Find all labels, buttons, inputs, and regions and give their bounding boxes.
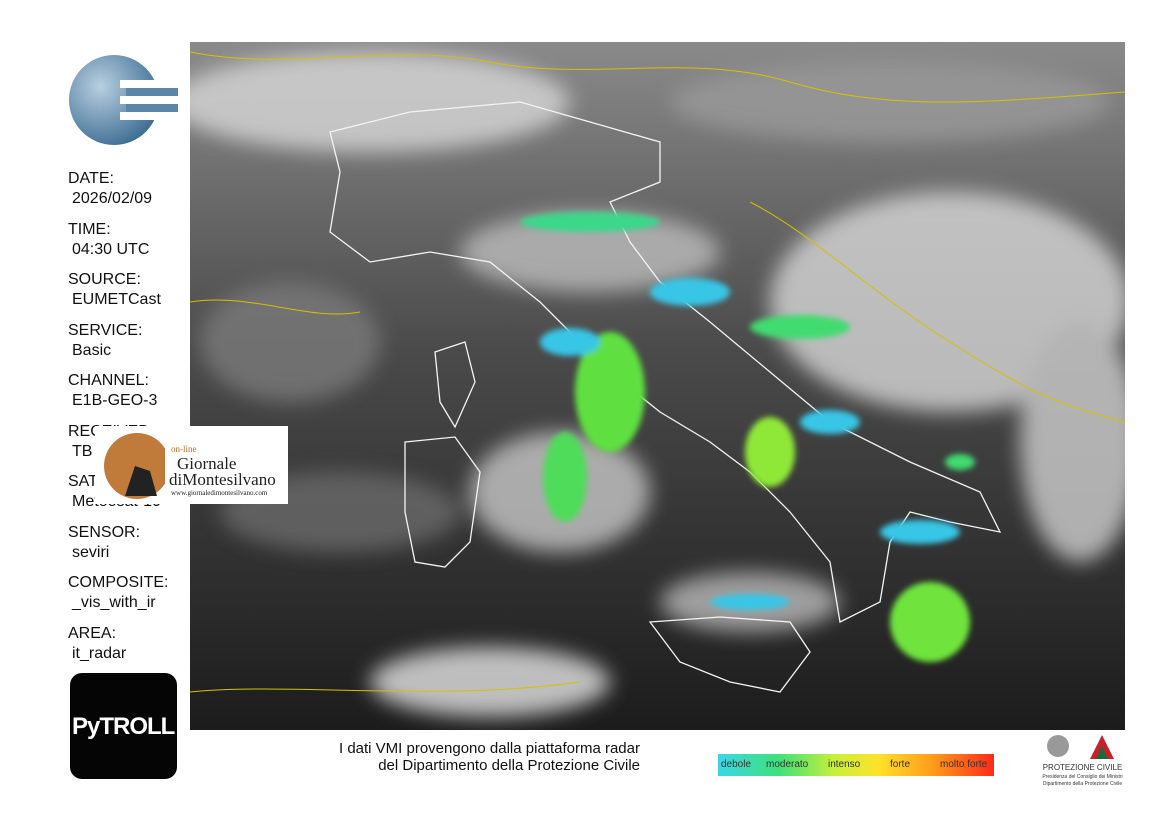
legend-label: molto forte <box>940 759 988 770</box>
eumetsat-logo <box>69 55 190 145</box>
pytroll-logo: PyTROLL <box>70 673 177 779</box>
field-label: SERVICE: <box>68 321 143 339</box>
field-value: it_radar <box>72 644 127 662</box>
field-value: E1B-GEO-3 <box>72 392 158 409</box>
field-label: DATE: <box>68 170 114 187</box>
footer-line: del Dipartimento della Protezione Civile <box>378 757 640 774</box>
watermark-icon <box>104 433 165 499</box>
field-value: TB <box>72 442 93 460</box>
agency-title: PROTEZIONE CIVILE <box>1042 763 1123 772</box>
field-value: 2026/02/09 <box>72 190 153 207</box>
field-label: CHANNEL: <box>68 372 149 389</box>
pytroll-text: PyTROLL <box>72 713 175 740</box>
agency-line1: Presidenza del Consiglio dei Ministri <box>1042 774 1123 780</box>
footer-text: I dati VMI provengono dalla piattaforma … <box>290 740 640 774</box>
field-value: 04:30 UTC <box>72 240 150 258</box>
watermark-url: www.giornaledimontesilvano.com <box>171 489 268 497</box>
field-label: AREA: <box>68 624 117 642</box>
legend-label: intenso <box>828 759 861 770</box>
watermark-tag: on-line <box>171 444 197 454</box>
sidebar: DATE: 2026/02/09 TIME: 04:30 UTC SOURCE: EUME… <box>60 42 190 730</box>
field-value: _vis_with_ir <box>72 594 156 611</box>
legend-label: debole <box>721 759 752 770</box>
watermark-line2: diMontesilvano <box>169 470 276 489</box>
legend: debole moderato intenso forte molto forte <box>718 754 994 776</box>
agency-line2: Dipartimento della Protezione Civile <box>1042 781 1123 787</box>
footer-line: I dati VMI provengono dalla piattaforma … <box>338 740 640 757</box>
field-label: TIME: <box>68 220 111 238</box>
legend-label: forte <box>890 759 911 770</box>
field-value: Basic <box>72 341 112 359</box>
watermark: on-line Giornale diMontesilvano www.gior… <box>95 426 288 504</box>
satellite-map <box>190 42 1125 730</box>
agency-emblem <box>1047 735 1114 759</box>
field-value: seviri <box>72 543 110 561</box>
field-value: EUMETCast <box>72 291 161 308</box>
field-label: SOURCE: <box>68 271 141 288</box>
field-label: SENSOR: <box>68 523 141 541</box>
legend-label: moderato <box>766 759 809 770</box>
field-label: COMPOSITE: <box>68 574 169 591</box>
agency-logo: PROTEZIONE CIVILE Presidenza del Consigl… <box>1040 732 1125 790</box>
watermark-line1: Giornale <box>177 454 237 473</box>
